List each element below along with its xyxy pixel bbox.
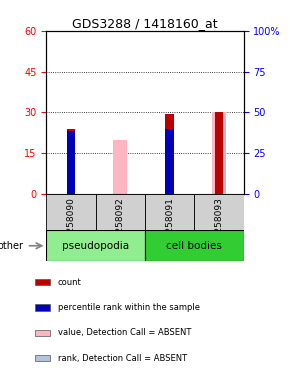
FancyBboxPatch shape bbox=[46, 194, 96, 230]
Text: rank, Detection Call = ABSENT: rank, Detection Call = ABSENT bbox=[57, 354, 187, 363]
Text: count: count bbox=[57, 278, 81, 287]
Bar bbox=[35, 330, 50, 336]
FancyBboxPatch shape bbox=[194, 194, 244, 230]
Bar bbox=[67, 129, 75, 194]
FancyBboxPatch shape bbox=[145, 230, 244, 261]
Text: cell bodies: cell bodies bbox=[166, 241, 222, 251]
FancyBboxPatch shape bbox=[46, 230, 145, 261]
FancyBboxPatch shape bbox=[145, 194, 194, 230]
Text: pseudopodia: pseudopodia bbox=[62, 241, 129, 251]
Text: GSM258091: GSM258091 bbox=[165, 197, 174, 252]
Text: GSM258092: GSM258092 bbox=[116, 197, 125, 252]
Bar bbox=[165, 114, 174, 194]
Bar bbox=[113, 140, 127, 194]
Text: other: other bbox=[0, 241, 23, 251]
Title: GDS3288 / 1418160_at: GDS3288 / 1418160_at bbox=[72, 17, 218, 30]
Bar bbox=[35, 279, 50, 285]
Bar bbox=[215, 113, 223, 194]
Bar bbox=[218, 116, 226, 194]
Bar bbox=[67, 131, 75, 194]
Text: GSM258093: GSM258093 bbox=[214, 197, 224, 252]
Text: value, Detection Call = ABSENT: value, Detection Call = ABSENT bbox=[57, 328, 191, 338]
Bar bbox=[35, 305, 50, 311]
Text: GSM258090: GSM258090 bbox=[66, 197, 76, 252]
Bar bbox=[212, 113, 226, 194]
Text: percentile rank within the sample: percentile rank within the sample bbox=[57, 303, 200, 312]
Bar bbox=[35, 355, 50, 361]
FancyBboxPatch shape bbox=[96, 194, 145, 230]
Bar bbox=[165, 129, 174, 194]
